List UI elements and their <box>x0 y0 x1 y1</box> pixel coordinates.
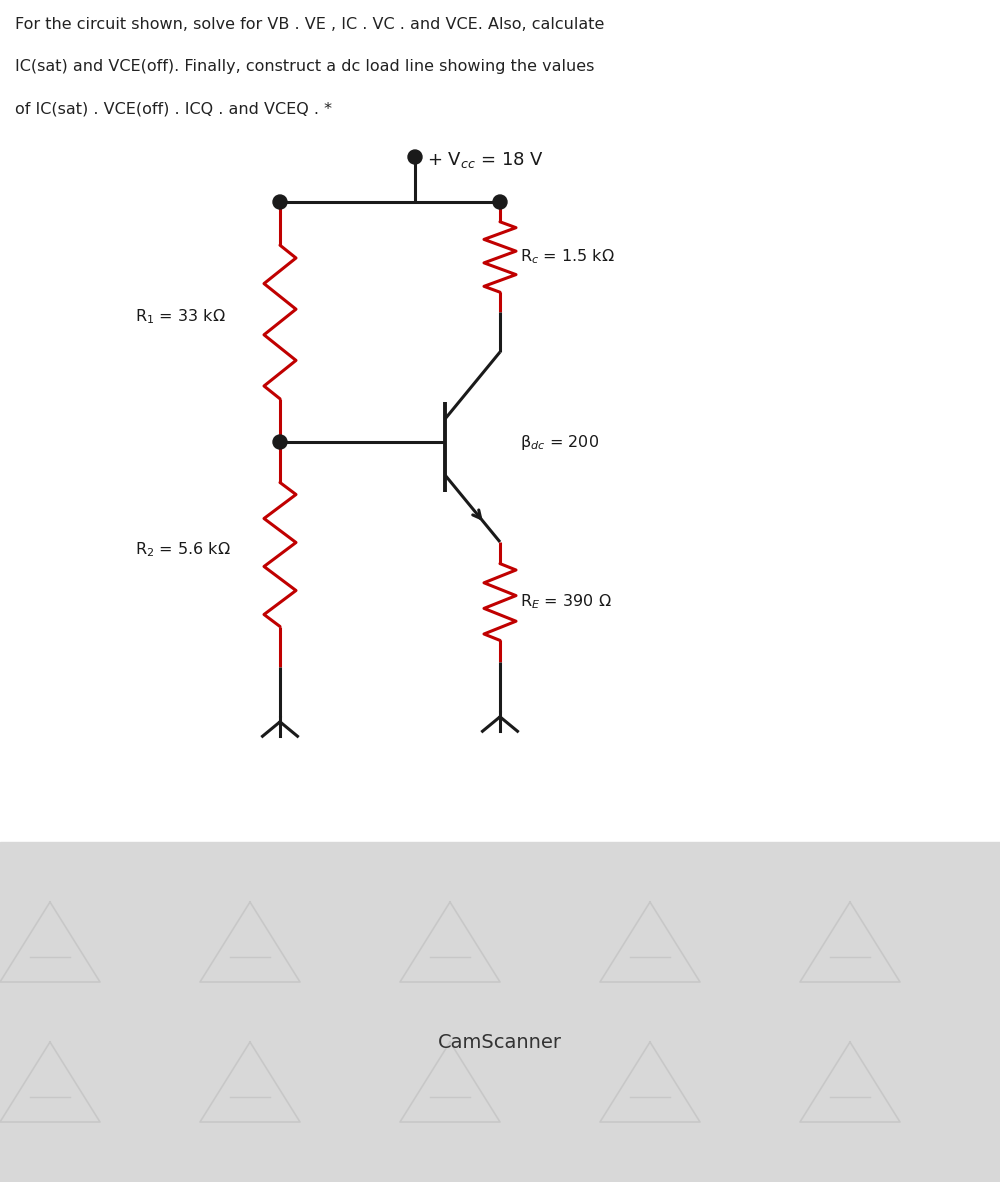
Text: of IC(sat) . VCE(off) . ICQ . and VCEQ . *: of IC(sat) . VCE(off) . ICQ . and VCEQ .… <box>15 100 332 116</box>
Text: R$_2$ = 5.6 kΩ: R$_2$ = 5.6 kΩ <box>135 540 231 559</box>
Text: R$_1$ = 33 kΩ: R$_1$ = 33 kΩ <box>135 307 226 326</box>
Text: R$_c$ = 1.5 kΩ: R$_c$ = 1.5 kΩ <box>520 248 615 266</box>
Text: R$_E$ = 390 Ω: R$_E$ = 390 Ω <box>520 592 612 611</box>
Circle shape <box>493 195 507 209</box>
Bar <box>0 842 1000 1182</box>
Circle shape <box>408 150 422 164</box>
Text: + V$_{cc}$ = 18 V: + V$_{cc}$ = 18 V <box>427 150 544 170</box>
Circle shape <box>273 195 287 209</box>
Text: CamScanner: CamScanner <box>438 1033 562 1052</box>
Text: For the circuit shown, solve for VB . VE , IC . VC . and VCE. Also, calculate: For the circuit shown, solve for VB . VE… <box>15 17 604 32</box>
Text: IC(sat) and VCE(off). Finally, construct a dc load line showing the values: IC(sat) and VCE(off). Finally, construct… <box>15 59 594 74</box>
Circle shape <box>273 435 287 449</box>
Text: β$_{dc}$ = 200: β$_{dc}$ = 200 <box>520 433 599 452</box>
